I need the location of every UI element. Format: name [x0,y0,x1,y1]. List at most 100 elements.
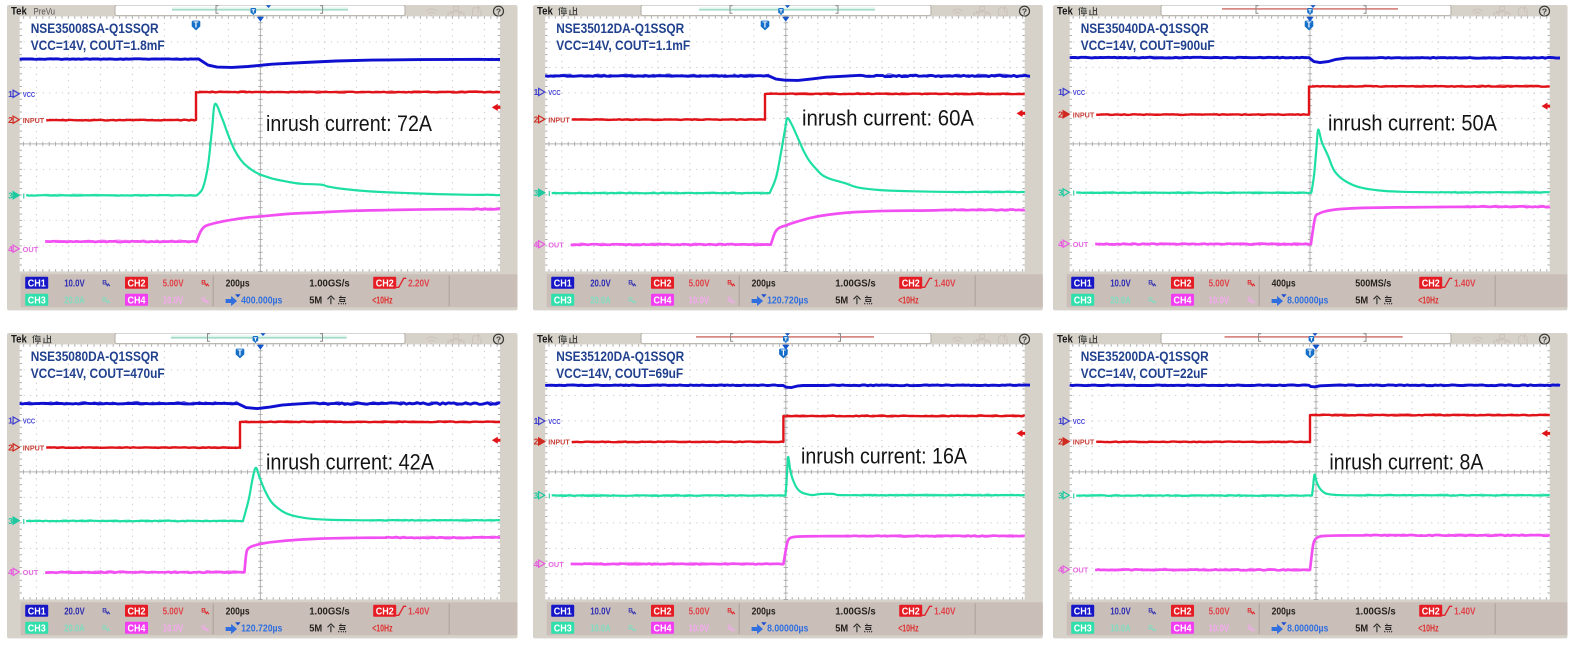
svg-text:5M: 5M [1355,622,1368,634]
svg-text:?: ? [496,6,501,16]
svg-text:OUT: OUT [1073,566,1089,575]
svg-text:VCC: VCC [23,90,36,99]
svg-text:3: 3 [1058,490,1063,500]
svg-text:CH2: CH2 [1174,606,1192,617]
svg-text:I: I [23,191,25,200]
svg-text:5M: 5M [309,622,322,634]
svg-text:20.0A: 20.0A [64,294,85,306]
svg-text:400.000µs: 400.000µs [241,294,282,306]
svg-text:200µs: 200µs [226,277,250,289]
svg-text:<10Hz: <10Hz [1418,622,1438,634]
svg-text:CH4: CH4 [654,623,672,634]
svg-text:10.0V: 10.0V [1110,277,1131,289]
svg-text:120.720µs: 120.720µs [767,294,808,306]
svg-text:Tek: Tek [537,334,554,346]
svg-text:B: B [1148,296,1153,303]
svg-text:8.00000µs: 8.00000µs [1287,622,1328,634]
svg-text:B: B [628,279,633,286]
svg-text:B: B [102,296,107,303]
svg-text:20.0V: 20.0V [590,277,611,289]
svg-text:4: 4 [534,559,539,569]
svg-text:1: 1 [8,89,13,99]
svg-text:Tek: Tek [11,334,28,346]
svg-text:10.0V: 10.0V [163,622,184,634]
svg-text:OUT: OUT [548,240,564,249]
svg-text:1.40V: 1.40V [408,605,429,617]
svg-text:200µs: 200µs [752,605,776,617]
svg-text:500MS/s: 500MS/s [1355,277,1391,289]
svg-text:<10Hz: <10Hz [372,622,392,634]
svg-text:NSE35012DA-Q1SSQR: NSE35012DA-Q1SSQR [556,21,684,36]
svg-text:INPUT: INPUT [548,115,570,124]
svg-text:CH3: CH3 [1074,623,1092,634]
svg-text:PreVu: PreVu [34,7,56,18]
svg-text:2: 2 [1058,437,1063,447]
svg-text:?: ? [496,334,501,344]
svg-text:2: 2 [534,437,539,447]
svg-text:1.00GS/s: 1.00GS/s [309,605,350,617]
svg-text:1: 1 [534,87,539,97]
svg-text:1.40V: 1.40V [934,605,955,617]
svg-text:CH2: CH2 [1174,278,1192,289]
svg-text:NSE35200DA-Q1SSQR: NSE35200DA-Q1SSQR [1081,349,1209,364]
svg-text:VCC=14V, COUT=470uF: VCC=14V, COUT=470uF [31,366,165,381]
svg-text:B: B [727,607,732,614]
svg-text:VCC: VCC [548,417,561,426]
svg-text:VCC=14V, COUT=22uF: VCC=14V, COUT=22uF [1081,366,1208,381]
svg-text:INPUT: INPUT [1073,110,1095,119]
svg-text:CH4: CH4 [128,295,146,306]
svg-text:2: 2 [8,443,13,453]
svg-text:<10Hz: <10Hz [372,294,392,306]
svg-text:VCC=14V, COUT=1.1mF: VCC=14V, COUT=1.1mF [556,38,690,53]
svg-text:10.0V: 10.0V [64,277,85,289]
svg-text:T: T [781,349,786,358]
svg-text:?: ? [1542,334,1547,344]
svg-text:200µs: 200µs [1272,605,1296,617]
svg-text:B: B [1247,624,1252,631]
svg-text:inrush current: 42A: inrush current: 42A [266,449,434,474]
svg-text:inrush current: 72A: inrush current: 72A [266,111,432,136]
svg-text:5.00V: 5.00V [1209,277,1230,289]
svg-text:8.00000µs: 8.00000µs [767,622,808,634]
svg-text:VCC=14V, COUT=900uF: VCC=14V, COUT=900uF [1081,38,1215,53]
svg-text:I: I [548,189,550,198]
svg-text:CH2: CH2 [654,278,672,289]
svg-text:CH3: CH3 [554,295,572,306]
svg-text:T: T [238,349,243,358]
svg-text:B: B [727,296,732,303]
svg-text:3: 3 [1058,188,1063,198]
svg-text:I: I [1073,491,1075,500]
svg-text:?: ? [1022,6,1027,16]
svg-text:1: 1 [1058,87,1063,97]
svg-text:10.0V: 10.0V [1110,605,1131,617]
svg-text:Tek: Tek [1057,6,1074,18]
svg-text:1: 1 [8,416,13,426]
svg-text:T: T [763,21,768,30]
svg-text:CH1: CH1 [1074,278,1092,289]
svg-text:20.0A: 20.0A [64,622,85,634]
svg-text:8.00000µs: 8.00000µs [1287,294,1328,306]
svg-text:10.0A: 10.0A [1110,622,1131,634]
svg-text:CH4: CH4 [1174,295,1192,306]
svg-text:OUT: OUT [1073,240,1089,249]
svg-text:CH3: CH3 [28,623,46,634]
svg-text:inrush current: 60A: inrush current: 60A [802,105,974,130]
svg-text:5.00V: 5.00V [163,277,184,289]
svg-text:3: 3 [8,516,13,526]
svg-text:T: T [1308,349,1313,358]
svg-text:CH2: CH2 [654,606,672,617]
svg-text:5M: 5M [309,294,322,306]
svg-text:VCC: VCC [548,88,561,97]
svg-text:B: B [727,279,732,286]
svg-text:1.00GS/s: 1.00GS/s [309,277,350,289]
svg-text:5M: 5M [835,294,848,306]
svg-text:1.40V: 1.40V [934,277,955,289]
svg-text:3: 3 [534,188,539,198]
svg-text:NSE35080DA-Q1SSQR: NSE35080DA-Q1SSQR [31,349,159,364]
svg-text:Tek: Tek [1057,334,1074,346]
svg-text:4: 4 [534,239,539,249]
svg-text:10.0A: 10.0A [590,622,611,634]
svg-text:<10Hz: <10Hz [898,294,918,306]
svg-text:inrush current: 8A: inrush current: 8A [1329,449,1483,474]
svg-text:2: 2 [534,114,539,124]
